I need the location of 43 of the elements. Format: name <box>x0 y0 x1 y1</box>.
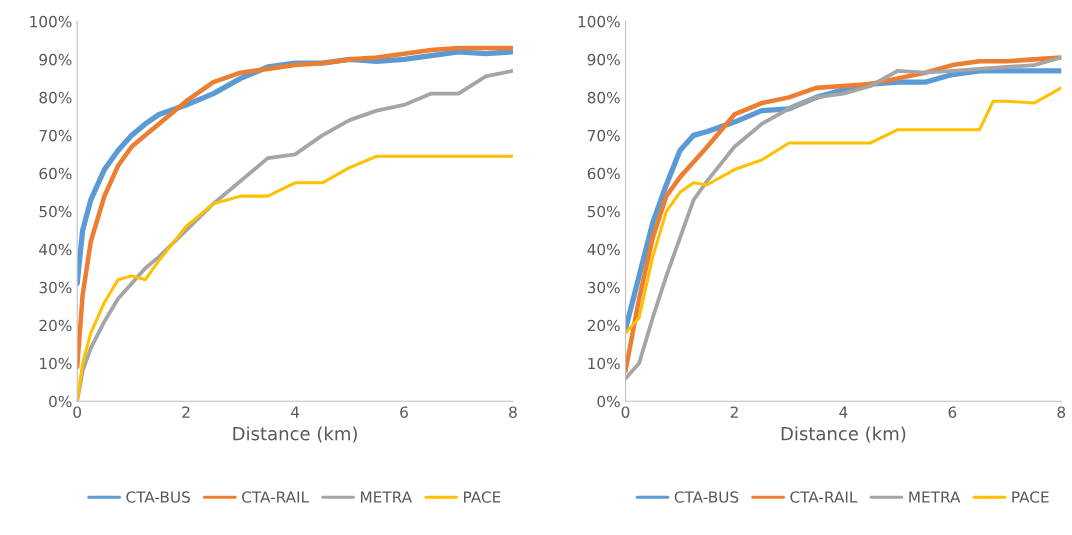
legend-label: CTA-BUS <box>126 491 190 503</box>
y-tick-label: 100% <box>30 15 72 28</box>
y-tick-label: 10% <box>588 357 620 370</box>
y-tick-label: 0% <box>49 395 72 408</box>
y-tick-label: 40% <box>39 243 72 256</box>
x-tick-label: 4 <box>290 406 300 418</box>
x-tick-label: 2 <box>182 406 190 418</box>
y-tick-label: 80% <box>39 91 72 104</box>
y-tick-label: 20% <box>39 319 72 332</box>
x-axis-title: Distance (km) <box>781 426 906 443</box>
y-tick-label: 100% <box>578 15 620 28</box>
x-tick-label: 2 <box>730 406 738 418</box>
y-tick-label: 10% <box>40 357 72 370</box>
legend-label: CTA-BUS <box>674 491 739 503</box>
y-tick-label: 60% <box>587 167 620 180</box>
y-tick-label: 30% <box>587 281 620 294</box>
y-tick-label: 90% <box>587 53 620 66</box>
x-tick-label: 0 <box>73 406 82 418</box>
y-tick-label: 60% <box>39 167 72 180</box>
legend-label: METRA <box>361 491 412 503</box>
y-tick-label: 70% <box>39 129 72 142</box>
legend-label: PACE <box>464 491 501 503</box>
x-tick-label: 0 <box>621 406 630 418</box>
y-tick-label: 40% <box>587 243 620 256</box>
y-tick-label: 80% <box>587 91 620 104</box>
line-series <box>77 45 513 370</box>
y-tick-label: 50% <box>587 205 620 218</box>
y-tick-label: 0% <box>597 395 620 408</box>
y-tick-label: 90% <box>39 53 72 66</box>
x-tick-label: 6 <box>400 406 408 418</box>
x-tick-label: 8 <box>509 406 517 418</box>
x-axis-title: Distance (km) <box>233 426 357 443</box>
y-tick-label: 70% <box>587 129 620 142</box>
y-tick-label: 50% <box>39 205 72 218</box>
y-tick-label: 20% <box>587 319 620 332</box>
legend-label: PACE <box>1012 491 1049 503</box>
x-tick-label: 8 <box>1057 406 1066 418</box>
legend-label: CTA-RAIL <box>790 491 858 503</box>
legend-label: CTA-RAIL <box>242 491 309 503</box>
x-tick-label: 4 <box>839 406 848 418</box>
x-tick-label: 6 <box>948 406 957 418</box>
legend-label: METRA <box>909 491 961 503</box>
y-tick-label: 30% <box>39 281 72 294</box>
